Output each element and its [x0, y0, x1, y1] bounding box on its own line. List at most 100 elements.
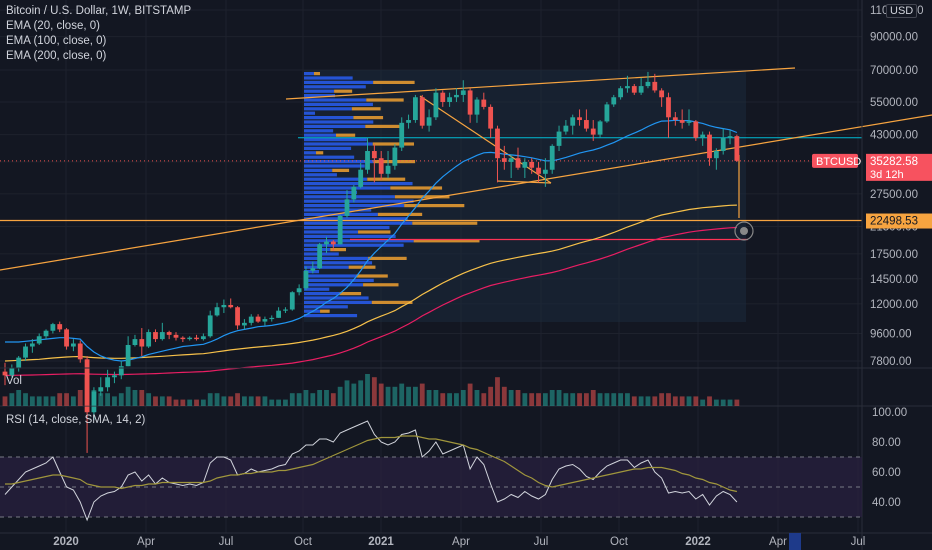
- profile-bar-up: [304, 226, 390, 230]
- candle-body: [570, 117, 576, 126]
- candle-body: [214, 307, 220, 316]
- last-price-tag: 35282.58: [870, 156, 918, 168]
- volume-bar: [153, 396, 158, 406]
- volume-bar: [344, 380, 350, 406]
- candle-body: [522, 161, 528, 168]
- candles: [2, 71, 740, 453]
- volume-bar: [413, 386, 418, 406]
- candle-body: [296, 288, 302, 293]
- profile-bar-up: [304, 120, 374, 124]
- candle-body: [631, 86, 637, 93]
- volume-bar: [426, 390, 432, 406]
- rsi-pane-label: RSI (14, close, SMA, 14, 2): [6, 414, 146, 426]
- candle-body: [200, 336, 206, 340]
- symbol-tag: BTCUSD: [816, 156, 861, 168]
- candle-body: [118, 366, 124, 376]
- candle-body: [139, 339, 145, 347]
- legend-ema200[interactable]: EMA (200, close, 0): [6, 50, 107, 62]
- profile-bar-up: [304, 314, 358, 318]
- volume-bar: [262, 396, 268, 406]
- candle-body: [351, 186, 357, 200]
- volume-bar: [200, 399, 206, 406]
- candle-body: [508, 158, 514, 162]
- volume-bar: [474, 390, 480, 406]
- candle-body: [413, 97, 418, 121]
- target-marker-inner: [740, 227, 748, 235]
- candle-body: [467, 90, 473, 115]
- candle-body: [447, 97, 452, 102]
- volume-bar: [358, 380, 364, 406]
- profile-bar-down: [413, 239, 480, 243]
- profile-bar-down: [332, 168, 350, 172]
- price-tick-label: 43000.00: [870, 130, 918, 142]
- volume-bar: [529, 393, 535, 406]
- profile-bar-down: [372, 142, 415, 146]
- profile-bar-down: [356, 274, 388, 278]
- time-axis: 2020 Apr Jul Oct 2021 Apr Jul Oct 2022 Apr Jul: [53, 536, 865, 548]
- candle-body: [542, 169, 548, 174]
- profile-bar-up: [304, 292, 340, 296]
- candle-body: [132, 339, 138, 346]
- currency-button[interactable]: USD: [886, 4, 918, 18]
- candle-body: [645, 81, 651, 87]
- candle-body: [221, 304, 227, 308]
- profile-bar-down: [351, 107, 381, 111]
- profile-bar-up: [304, 221, 413, 225]
- volume-bar: [221, 396, 227, 406]
- profile-bar-up: [304, 98, 367, 102]
- candle-body: [563, 125, 569, 132]
- profile-bar-up: [304, 80, 374, 84]
- candle-body: [283, 309, 288, 311]
- volume-bar: [686, 396, 692, 406]
- volume-bar: [194, 399, 199, 406]
- volume-bar: [447, 393, 452, 406]
- volume-bar: [638, 396, 644, 406]
- rsi-tick-label: 40.00: [872, 497, 901, 509]
- profile-bar-up: [304, 212, 378, 216]
- volume-bar: [276, 399, 281, 406]
- symbol-title[interactable]: Bitcoin / U.S. Dollar, 1W, BITSTAMP: [6, 5, 192, 17]
- rsi-line: [4, 420, 738, 522]
- profile-bar-up: [304, 151, 317, 155]
- rsi-tick-label: 100.00: [872, 407, 907, 419]
- volume-bar: [707, 396, 712, 406]
- candle-body: [228, 304, 234, 308]
- volume-bar: [23, 393, 28, 406]
- legend-ema20[interactable]: EMA (20, close, 0): [6, 20, 100, 32]
- profile-bar-up: [304, 283, 364, 287]
- trendlines: [0, 67, 932, 271]
- candle-body: [303, 270, 309, 289]
- profile-bar-up: [304, 204, 405, 208]
- volume-bar: [563, 393, 569, 406]
- volume-bar: [672, 396, 678, 406]
- candle-body: [495, 128, 500, 159]
- profile-bar-down: [363, 283, 399, 287]
- candle-body: [672, 117, 678, 121]
- profile-bar-up: [304, 129, 334, 133]
- candle-body: [371, 151, 377, 159]
- profile-bar-down: [348, 265, 376, 269]
- candle-body: [324, 241, 329, 245]
- volume-bar: [43, 396, 49, 406]
- candle-body: [707, 134, 712, 159]
- profile-bar-up: [304, 72, 314, 76]
- candle-body: [146, 332, 152, 347]
- candle-body: [652, 81, 658, 91]
- volume-bar: [467, 383, 473, 406]
- profile-bar-down: [314, 72, 320, 76]
- volume-bar: [255, 396, 261, 406]
- candle-body: [159, 332, 165, 340]
- volume-bar: [652, 396, 658, 406]
- candle-body: [727, 136, 733, 138]
- candle-body: [248, 316, 254, 323]
- volume-bar: [727, 399, 733, 406]
- profile-bar-down: [330, 248, 347, 252]
- price-tick-label: 12000.00: [870, 299, 918, 311]
- volume-bar: [289, 393, 295, 406]
- candle-body: [235, 307, 240, 326]
- price-axis: 110000.0090000.0070000.0055000.0043000.0…: [870, 5, 924, 368]
- legend-ema100[interactable]: EMA (100, close, 0): [6, 35, 107, 47]
- volume-bar: [159, 396, 165, 406]
- volume-bar: [337, 386, 343, 406]
